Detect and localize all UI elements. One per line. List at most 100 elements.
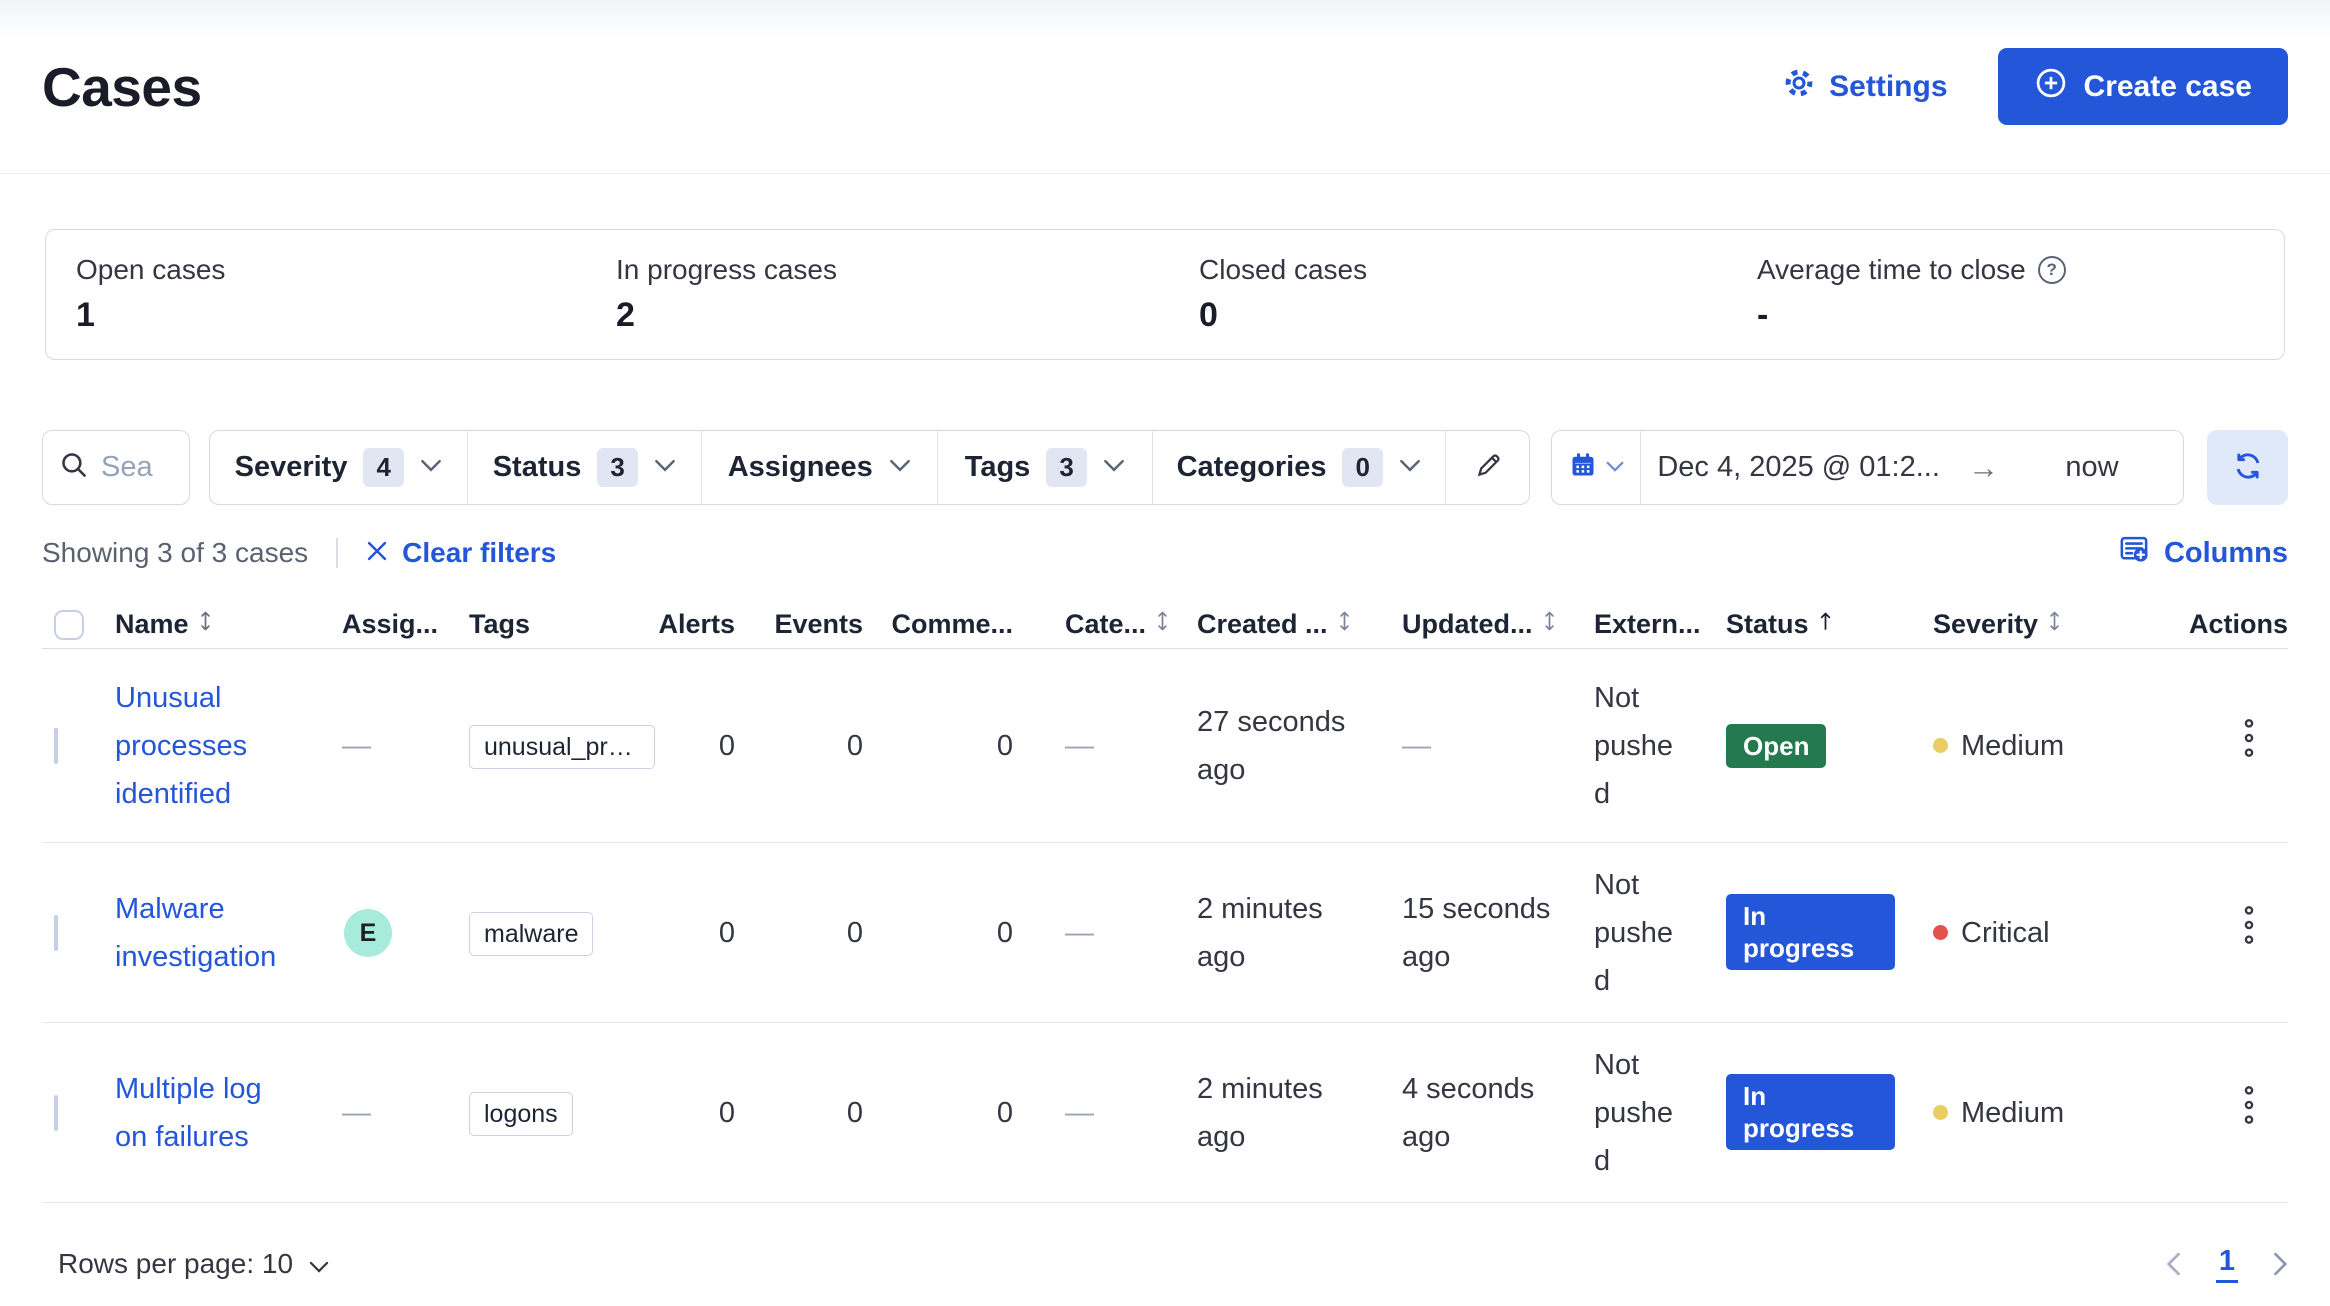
status-badge[interactable]: Open (1726, 723, 1827, 768)
severity-dot (1933, 1105, 1948, 1120)
category-cell: — (1065, 1096, 1094, 1129)
chevron-down-icon (1606, 459, 1624, 477)
select-all-checkbox[interactable] (54, 609, 84, 640)
sort-asc-icon (1817, 608, 1834, 641)
row-actions-button[interactable] (2095, 1085, 2288, 1140)
date-range-start[interactable]: Dec 4, 2025 @ 01:2... (1657, 451, 1940, 483)
chevron-down-icon (654, 459, 676, 477)
column-header-created[interactable]: Created ... (1185, 608, 1390, 641)
column-header-alerts[interactable]: Alerts (658, 609, 735, 639)
clear-filters-button[interactable]: Clear filters (366, 537, 556, 569)
status-badge[interactable]: In progress (1726, 893, 1895, 970)
filter-group: Severity 4 Status 3 Assignees T (208, 430, 1531, 505)
kebab-icon (2242, 718, 2256, 773)
case-name-link[interactable]: Multiple log on failures (115, 1072, 262, 1153)
filter-status[interactable]: Status 3 (468, 431, 702, 504)
columns-label: Columns (2163, 536, 2288, 569)
stat-open-cases: Open cases 1 (76, 254, 616, 335)
events-cell: 0 (846, 916, 863, 949)
column-header-category[interactable]: Cate... (1025, 608, 1185, 641)
filter-categories[interactable]: Categories 0 (1153, 431, 1446, 504)
search-input[interactable] (101, 451, 171, 484)
created-cell: 2 minutes ago (1197, 892, 1323, 973)
row-checkbox[interactable] (54, 1094, 58, 1131)
chevron-down-icon (420, 459, 442, 477)
pagination: 1 (2166, 1245, 2288, 1283)
filter-status-count: 3 (597, 448, 638, 487)
tag-badge: logons (469, 1091, 573, 1136)
column-header-updated[interactable]: Updated... (1390, 608, 1580, 641)
previous-page-button[interactable] (2166, 1250, 2182, 1278)
help-icon[interactable]: ? (2037, 256, 2066, 284)
date-range-picker: Dec 4, 2025 @ 01:2... → now (1551, 430, 2185, 505)
column-header-events[interactable]: Events (774, 609, 863, 639)
kebab-icon (2242, 905, 2256, 960)
filter-assignees[interactable]: Assignees (702, 431, 938, 504)
filter-tags-label: Tags (964, 451, 1031, 483)
created-cell: 27 seconds ago (1197, 705, 1346, 786)
stat-open-label: Open cases (76, 254, 226, 285)
case-name-link[interactable]: Malware investigation (115, 892, 277, 973)
date-range-end[interactable]: now (2065, 451, 2119, 483)
pencil-icon (1474, 450, 1504, 485)
severity-label: Medium (1961, 1096, 2065, 1129)
sort-updown-icon (197, 608, 214, 641)
column-header-status[interactable]: Status (1700, 608, 1895, 641)
page-number-button[interactable]: 1 (2215, 1245, 2238, 1283)
column-header-assignees[interactable]: Assig... (342, 609, 439, 639)
filter-bar: Severity 4 Status 3 Assignees T (42, 430, 2288, 505)
updated-cell: 4 seconds ago (1402, 1072, 1535, 1153)
filter-assignees-label: Assignees (727, 451, 873, 483)
edit-filters-button[interactable] (1446, 431, 1530, 504)
sort-updown-icon (1336, 608, 1353, 641)
stat-closed-value: 0 (1199, 296, 1218, 334)
columns-button[interactable]: Columns (2118, 533, 2288, 573)
search-box[interactable] (42, 430, 190, 505)
row-checkbox[interactable] (54, 914, 58, 951)
status-badge[interactable]: In progress (1726, 1073, 1895, 1150)
chevron-down-icon (1399, 459, 1421, 477)
column-header-tags[interactable]: Tags (469, 609, 531, 639)
cases-table: Name Assig... Tags Alerts Events Comme..… (42, 601, 2288, 1203)
showing-count: Showing 3 of 3 cases (42, 537, 309, 568)
date-picker-menu-button[interactable] (1552, 431, 1642, 504)
filter-severity[interactable]: Severity 4 (210, 431, 468, 504)
date-range-arrow: → (1967, 449, 1999, 485)
row-actions-button[interactable] (2095, 905, 2288, 960)
row-checkbox[interactable] (54, 727, 58, 764)
filter-tags[interactable]: Tags 3 (938, 431, 1153, 504)
sort-updown-icon (1541, 608, 1558, 641)
assignee-avatar: E (344, 909, 392, 957)
rows-per-page-button[interactable]: Rows per page: 10 (42, 1248, 329, 1280)
table-footer: Rows per page: 10 1 (42, 1245, 2288, 1283)
filter-severity-label: Severity (234, 451, 348, 483)
row-actions-button[interactable] (2095, 718, 2288, 773)
settings-button[interactable]: Settings (1783, 67, 1948, 107)
updated-cell: — (1402, 729, 1431, 762)
create-case-label: Create case (2083, 69, 2252, 103)
table-header-row: Name Assig... Tags Alerts Events Comme..… (42, 601, 2288, 649)
stat-open-value: 1 (76, 296, 95, 334)
column-header-comments[interactable]: Comme... (891, 609, 1013, 639)
filter-status-label: Status (492, 451, 582, 483)
column-header-severity[interactable]: Severity (1895, 608, 2095, 641)
case-name-link[interactable]: Unusual processes identified (115, 681, 248, 810)
column-header-name[interactable]: Name (95, 608, 330, 641)
updated-cell: 15 seconds ago (1402, 892, 1551, 973)
chevron-down-icon (1103, 459, 1125, 477)
filter-categories-label: Categories (1176, 451, 1327, 483)
next-page-button[interactable] (2272, 1250, 2288, 1278)
gear-icon (1783, 67, 1815, 107)
comments-cell: 0 (996, 729, 1013, 762)
assignees-cell: — (342, 729, 371, 762)
severity-dot (1933, 738, 1948, 753)
refresh-icon (2231, 449, 2265, 486)
events-cell: 0 (846, 1096, 863, 1129)
external-status-cell: Not pushed (1594, 681, 1674, 810)
create-case-button[interactable]: Create case (1997, 48, 2288, 125)
refresh-button[interactable] (2207, 430, 2288, 505)
divider (336, 538, 339, 568)
severity-dot (1933, 925, 1948, 940)
column-header-external[interactable]: Extern... (1594, 609, 1701, 639)
